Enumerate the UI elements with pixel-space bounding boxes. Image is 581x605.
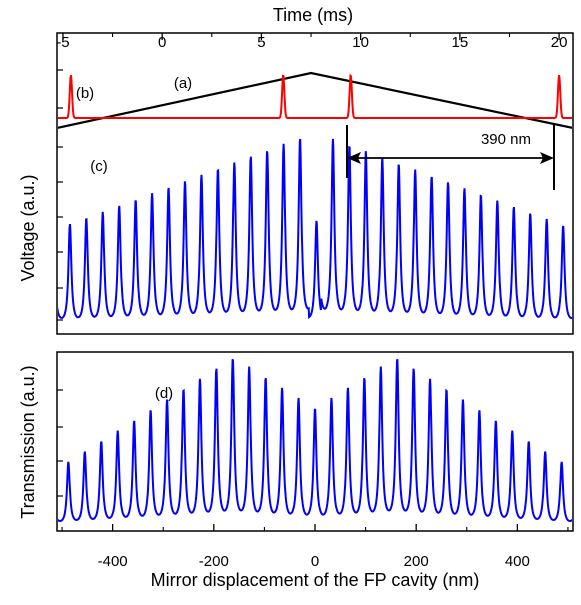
voltage-axis-title: Voltage (a.u.) [18,174,38,281]
displacement-tick-label: -200 [199,553,229,570]
span-arrow-left-head [347,152,361,164]
time-tick-label: 10 [352,34,369,51]
time-tick-label: 0 [158,34,166,51]
displacement-axis-title: Mirror displacement of the FP cavity (nm… [151,570,480,590]
span-arrow-right-head [540,152,554,164]
series-d-fringes [58,358,572,522]
span-label: 390 nm [481,131,531,148]
time-tick-label: 20 [551,34,568,51]
series-c-fringes [58,138,572,320]
displacement-axis-ticks: -400 -200 0 200 400 [61,524,569,570]
label-c: (c) [90,158,108,175]
time-axis-title: Time (ms) [273,5,353,25]
time-axis-ticks: -5 0 5 10 15 20 [56,33,567,51]
series-b-peaks [58,73,572,119]
time-tick-label: 5 [257,34,265,51]
series-a-ramp [58,71,572,129]
label-d: (d) [155,385,173,402]
label-b: (b) [76,85,94,102]
transmission-axis-title: Transmission (a.u.) [18,365,38,518]
label-a: (a) [174,75,192,92]
top-panel-frame [56,32,574,335]
displacement-tick-label: 0 [311,553,319,570]
time-tick-label: 15 [452,34,469,51]
y-tick-marks [57,69,63,497]
displacement-tick-label: 400 [505,553,530,570]
displacement-tick-label: -400 [98,553,128,570]
time-tick-label: -5 [56,34,69,51]
displacement-tick-label: 200 [404,553,429,570]
